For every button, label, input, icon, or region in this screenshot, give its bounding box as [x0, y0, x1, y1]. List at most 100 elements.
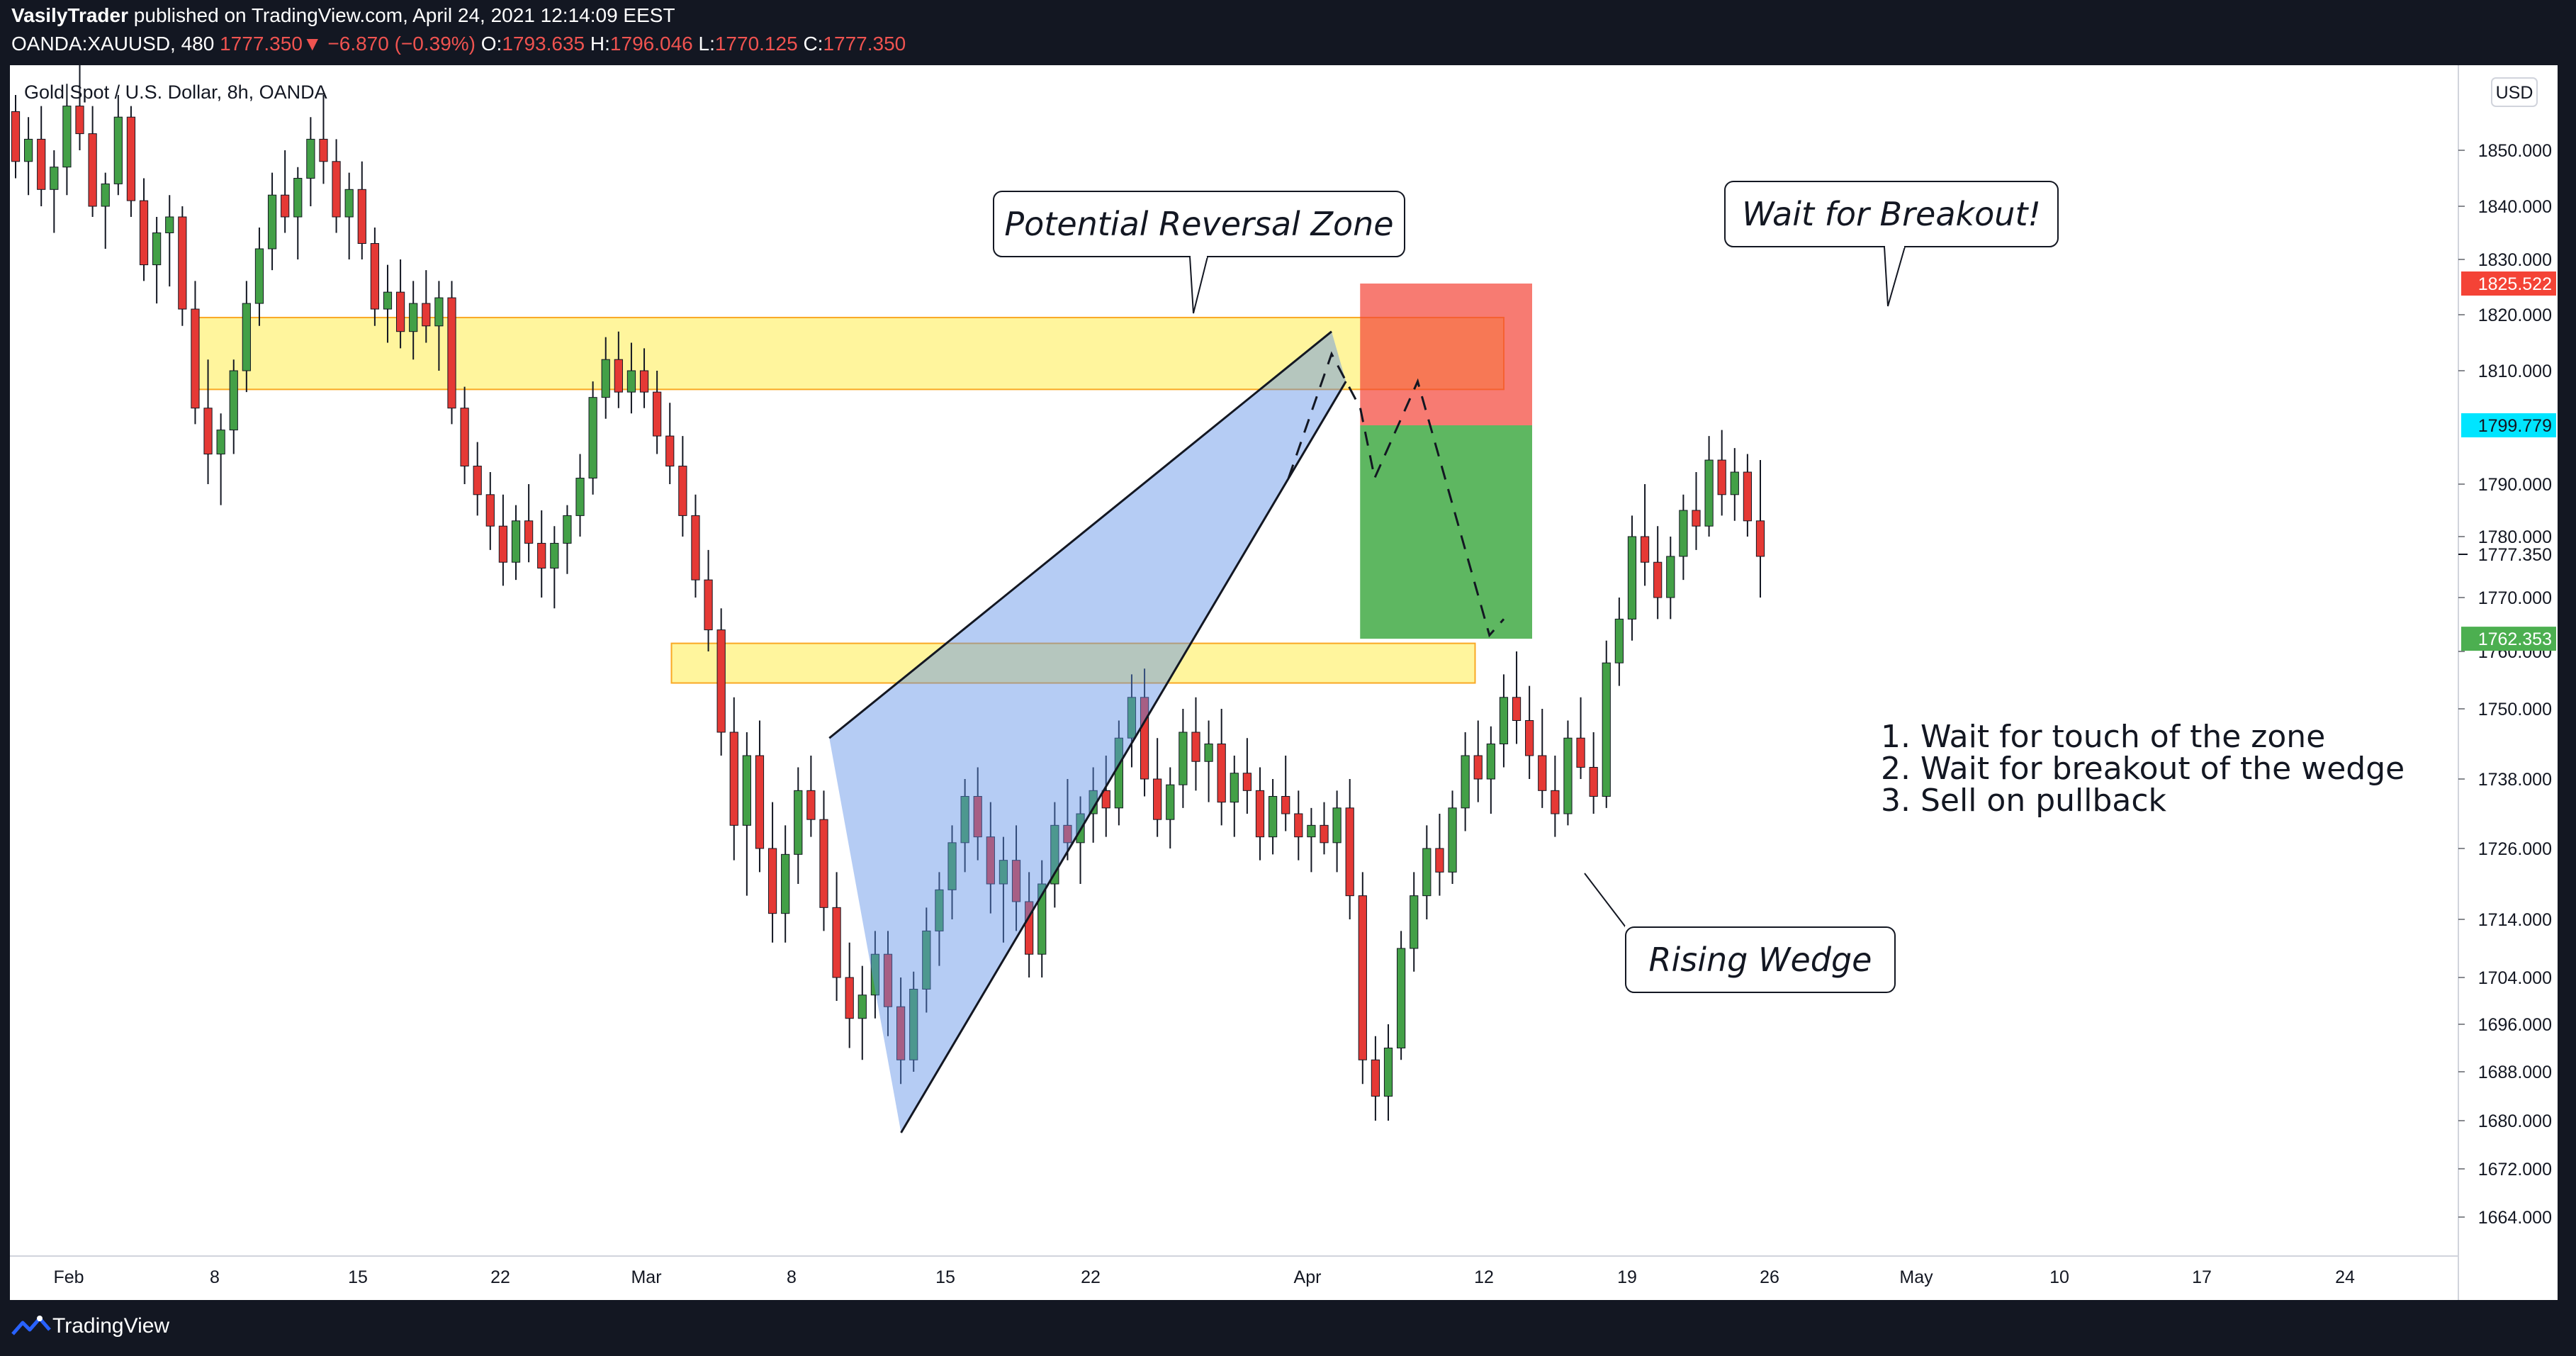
candle[interactable] [434, 281, 444, 371]
candle[interactable] [267, 172, 277, 271]
candle[interactable] [870, 931, 880, 1019]
candle[interactable] [1191, 697, 1200, 791]
candle[interactable] [832, 872, 841, 1001]
candle[interactable] [1743, 454, 1753, 537]
candle[interactable] [281, 150, 290, 233]
candle[interactable] [665, 403, 675, 484]
candle[interactable] [1294, 790, 1303, 861]
candle[interactable] [422, 270, 431, 343]
candle[interactable] [922, 907, 931, 1013]
candle[interactable] [75, 65, 84, 150]
candle[interactable] [1448, 790, 1457, 884]
candle[interactable] [1037, 860, 1047, 977]
currency-badge[interactable]: USD [2491, 77, 2538, 107]
candle[interactable] [1268, 779, 1278, 855]
candle[interactable] [1166, 767, 1175, 849]
candle[interactable] [203, 359, 213, 484]
candle[interactable] [50, 150, 59, 233]
candle[interactable] [126, 106, 136, 217]
candle[interactable] [395, 259, 405, 349]
candle[interactable] [216, 413, 225, 505]
candle[interactable] [1320, 802, 1329, 855]
candle[interactable] [935, 872, 944, 966]
candle[interactable] [1525, 685, 1534, 779]
candle[interactable] [1538, 709, 1547, 808]
candle[interactable] [1307, 807, 1316, 873]
candle[interactable] [1140, 668, 1149, 797]
candle[interactable] [485, 472, 495, 550]
candle[interactable] [653, 371, 662, 454]
candle[interactable] [460, 386, 469, 484]
candle[interactable] [1050, 802, 1059, 908]
candle[interactable] [88, 106, 97, 217]
candle[interactable] [1345, 779, 1354, 919]
candle[interactable] [550, 526, 559, 609]
candle[interactable] [357, 161, 366, 259]
author-name[interactable]: VasilyTrader [11, 4, 129, 26]
candle[interactable] [1602, 640, 1611, 808]
candle[interactable] [1640, 484, 1650, 586]
candle[interactable] [409, 281, 418, 360]
tradingview-logo-icon[interactable] [10, 1313, 52, 1341]
tradingview-brand[interactable]: TradingView [52, 1314, 170, 1338]
candle[interactable] [575, 454, 585, 537]
candle[interactable] [139, 178, 149, 281]
candle[interactable] [857, 965, 867, 1060]
reversal-zone-callout[interactable]: Potential Reversal Zone [993, 191, 1405, 314]
breakout-callout[interactable]: Wait for Breakout! [1724, 181, 2059, 307]
candle[interactable] [691, 494, 700, 598]
candle[interactable] [1179, 709, 1188, 808]
price-tag-stop[interactable]: 1825.522 [2461, 271, 2556, 296]
candle[interactable] [229, 359, 238, 454]
candle[interactable] [1679, 494, 1688, 581]
candle[interactable] [614, 331, 623, 408]
candle[interactable] [704, 549, 713, 651]
candle[interactable] [370, 228, 379, 326]
candle[interactable] [755, 720, 765, 873]
candle[interactable] [883, 931, 893, 1036]
candle[interactable] [1153, 738, 1162, 837]
candle[interactable] [447, 281, 456, 425]
candle[interactable] [1217, 709, 1226, 826]
candle[interactable] [626, 342, 636, 414]
candle[interactable] [896, 977, 906, 1085]
candle[interactable] [1692, 472, 1701, 550]
candle[interactable] [537, 510, 546, 598]
candle[interactable] [242, 281, 251, 393]
candle[interactable] [1397, 931, 1406, 1060]
price-tag-entry[interactable]: 1799.779 [2461, 413, 2556, 437]
candle[interactable] [319, 95, 328, 184]
candle[interactable] [819, 790, 828, 931]
candle[interactable] [601, 337, 610, 419]
candle[interactable] [1473, 720, 1483, 802]
candle[interactable] [1204, 720, 1213, 802]
candle[interactable] [909, 971, 918, 1072]
candle[interactable] [1281, 756, 1290, 831]
candle[interactable] [1563, 720, 1573, 826]
candle[interactable] [524, 484, 534, 563]
price-tag-last[interactable]: 1777.350 [2458, 545, 2552, 565]
candle[interactable] [845, 942, 854, 1048]
wedge-fill[interactable] [829, 331, 1346, 1133]
candle[interactable] [293, 167, 303, 259]
candle[interactable] [1461, 732, 1470, 831]
candle[interactable] [1255, 767, 1265, 861]
candle[interactable] [1551, 756, 1560, 837]
stop-loss-box[interactable] [1360, 284, 1532, 425]
candle[interactable] [191, 281, 200, 425]
candle[interactable] [716, 608, 726, 756]
candle[interactable] [37, 106, 46, 206]
candle[interactable] [1011, 825, 1021, 931]
candle[interactable] [11, 95, 21, 179]
candle[interactable] [344, 172, 354, 259]
wedge-upper-line[interactable] [828, 330, 1332, 739]
candle[interactable] [1666, 537, 1675, 620]
candle[interactable] [1499, 674, 1509, 768]
candle[interactable] [1410, 872, 1419, 972]
candle[interactable] [1422, 825, 1432, 919]
candle[interactable] [1627, 515, 1637, 641]
candle[interactable] [1512, 651, 1522, 744]
take-profit-box[interactable] [1360, 425, 1532, 639]
candle[interactable] [729, 697, 738, 861]
candle[interactable] [960, 779, 969, 873]
